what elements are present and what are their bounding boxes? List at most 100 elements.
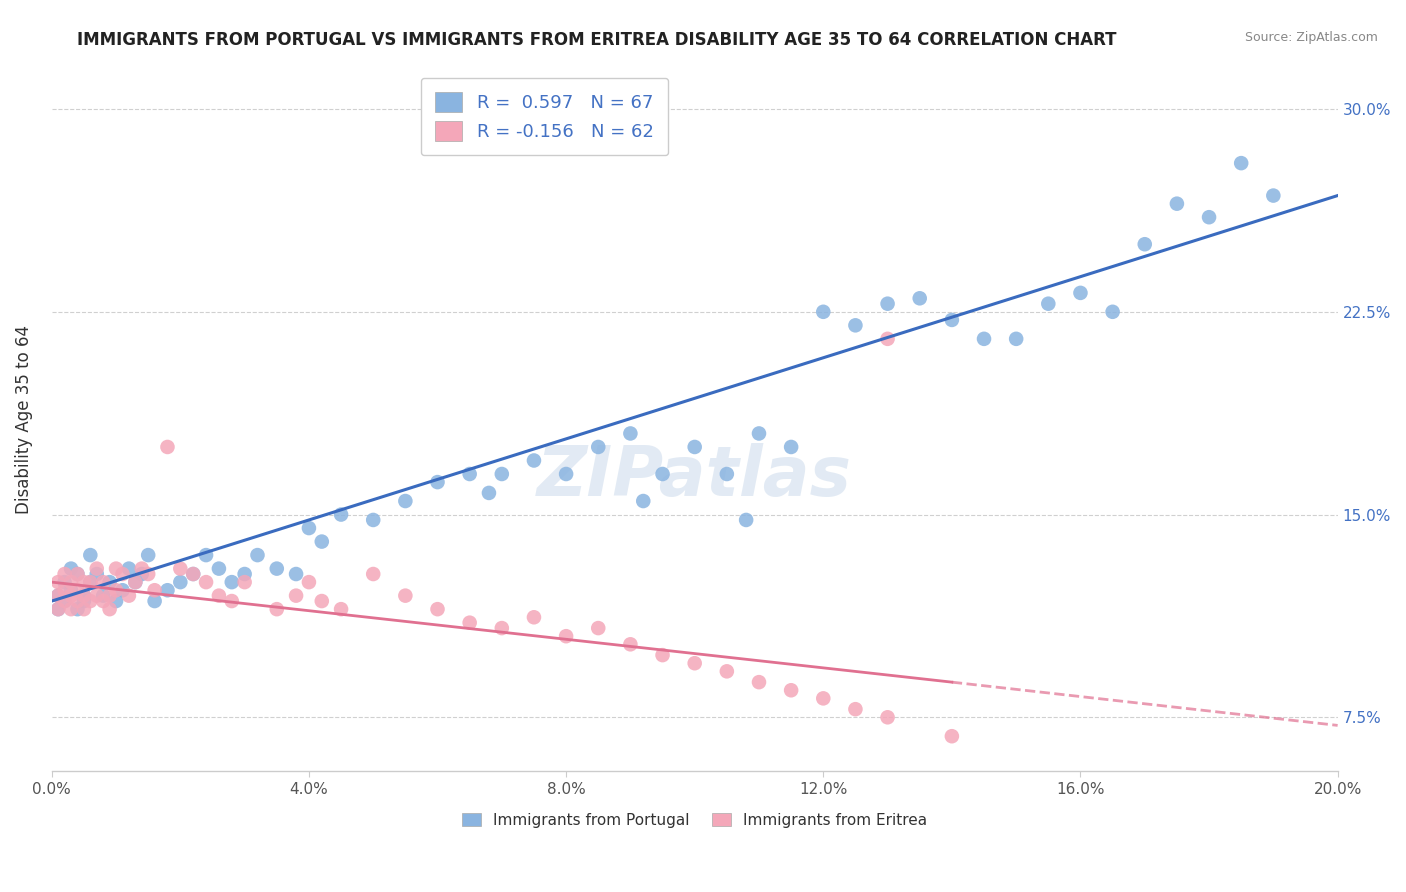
Point <box>361 513 384 527</box>
Point <box>298 575 321 590</box>
Point <box>169 575 191 590</box>
Point <box>221 594 243 608</box>
Point <box>105 594 128 608</box>
Point <box>53 583 76 598</box>
Text: Source: ZipAtlas.com: Source: ZipAtlas.com <box>1244 31 1378 45</box>
Point <box>1198 210 1220 224</box>
Point <box>156 583 179 598</box>
Point <box>246 548 269 562</box>
Point <box>555 467 578 481</box>
Point <box>361 567 384 582</box>
Point <box>91 594 114 608</box>
Point <box>586 621 609 635</box>
Point <box>66 594 89 608</box>
Point <box>683 657 706 671</box>
Point <box>491 467 513 481</box>
Point <box>79 575 101 590</box>
Point <box>941 729 963 743</box>
Legend: Immigrants from Portugal, Immigrants from Eritrea: Immigrants from Portugal, Immigrants fro… <box>457 806 934 834</box>
Point <box>1263 188 1285 202</box>
Point <box>813 691 835 706</box>
Point <box>46 602 69 616</box>
Point <box>60 602 83 616</box>
Point <box>683 440 706 454</box>
Point <box>79 548 101 562</box>
Point <box>60 583 83 598</box>
Point <box>79 594 101 608</box>
Point <box>169 561 191 575</box>
Point <box>46 589 69 603</box>
Point <box>136 548 159 562</box>
Point <box>844 702 866 716</box>
Point <box>555 629 578 643</box>
Point <box>908 291 931 305</box>
Point <box>66 567 89 582</box>
Point <box>91 575 114 590</box>
Point <box>458 615 481 630</box>
Point <box>73 589 96 603</box>
Point <box>66 567 89 582</box>
Point <box>60 589 83 603</box>
Point <box>86 589 108 603</box>
Point <box>1069 285 1091 300</box>
Point <box>1005 332 1028 346</box>
Point <box>748 675 770 690</box>
Point <box>53 594 76 608</box>
Point <box>91 589 114 603</box>
Point <box>285 589 308 603</box>
Point <box>156 440 179 454</box>
Point <box>780 683 803 698</box>
Point <box>330 602 353 616</box>
Point <box>633 494 655 508</box>
Point <box>973 332 995 346</box>
Point <box>1101 305 1123 319</box>
Point <box>233 575 256 590</box>
Point <box>53 575 76 590</box>
Point <box>619 426 641 441</box>
Point <box>876 332 898 346</box>
Point <box>748 426 770 441</box>
Point <box>118 589 141 603</box>
Point <box>73 575 96 590</box>
Point <box>394 494 416 508</box>
Point <box>73 602 96 616</box>
Point <box>716 467 738 481</box>
Point <box>60 575 83 590</box>
Point <box>98 602 121 616</box>
Point <box>111 583 134 598</box>
Point <box>73 589 96 603</box>
Text: IMMIGRANTS FROM PORTUGAL VS IMMIGRANTS FROM ERITREA DISABILITY AGE 35 TO 64 CORR: IMMIGRANTS FROM PORTUGAL VS IMMIGRANTS F… <box>77 31 1116 49</box>
Point <box>208 589 231 603</box>
Point <box>105 583 128 598</box>
Point <box>523 453 546 467</box>
Point <box>98 575 121 590</box>
Point <box>86 561 108 575</box>
Point <box>619 637 641 651</box>
Point <box>136 567 159 582</box>
Point <box>1166 196 1188 211</box>
Point <box>131 561 153 575</box>
Point <box>266 561 288 575</box>
Point <box>1038 296 1060 310</box>
Point <box>46 575 69 590</box>
Point <box>491 621 513 635</box>
Point <box>426 475 449 489</box>
Point <box>298 521 321 535</box>
Point <box>181 567 204 582</box>
Point <box>73 594 96 608</box>
Point <box>86 567 108 582</box>
Point <box>780 440 803 454</box>
Point <box>66 602 89 616</box>
Point <box>716 665 738 679</box>
Point <box>143 594 166 608</box>
Point <box>66 583 89 598</box>
Point <box>124 575 146 590</box>
Point <box>330 508 353 522</box>
Point <box>195 575 218 590</box>
Point <box>53 594 76 608</box>
Point <box>844 318 866 333</box>
Point <box>426 602 449 616</box>
Point <box>53 567 76 582</box>
Point <box>233 567 256 582</box>
Point <box>143 583 166 598</box>
